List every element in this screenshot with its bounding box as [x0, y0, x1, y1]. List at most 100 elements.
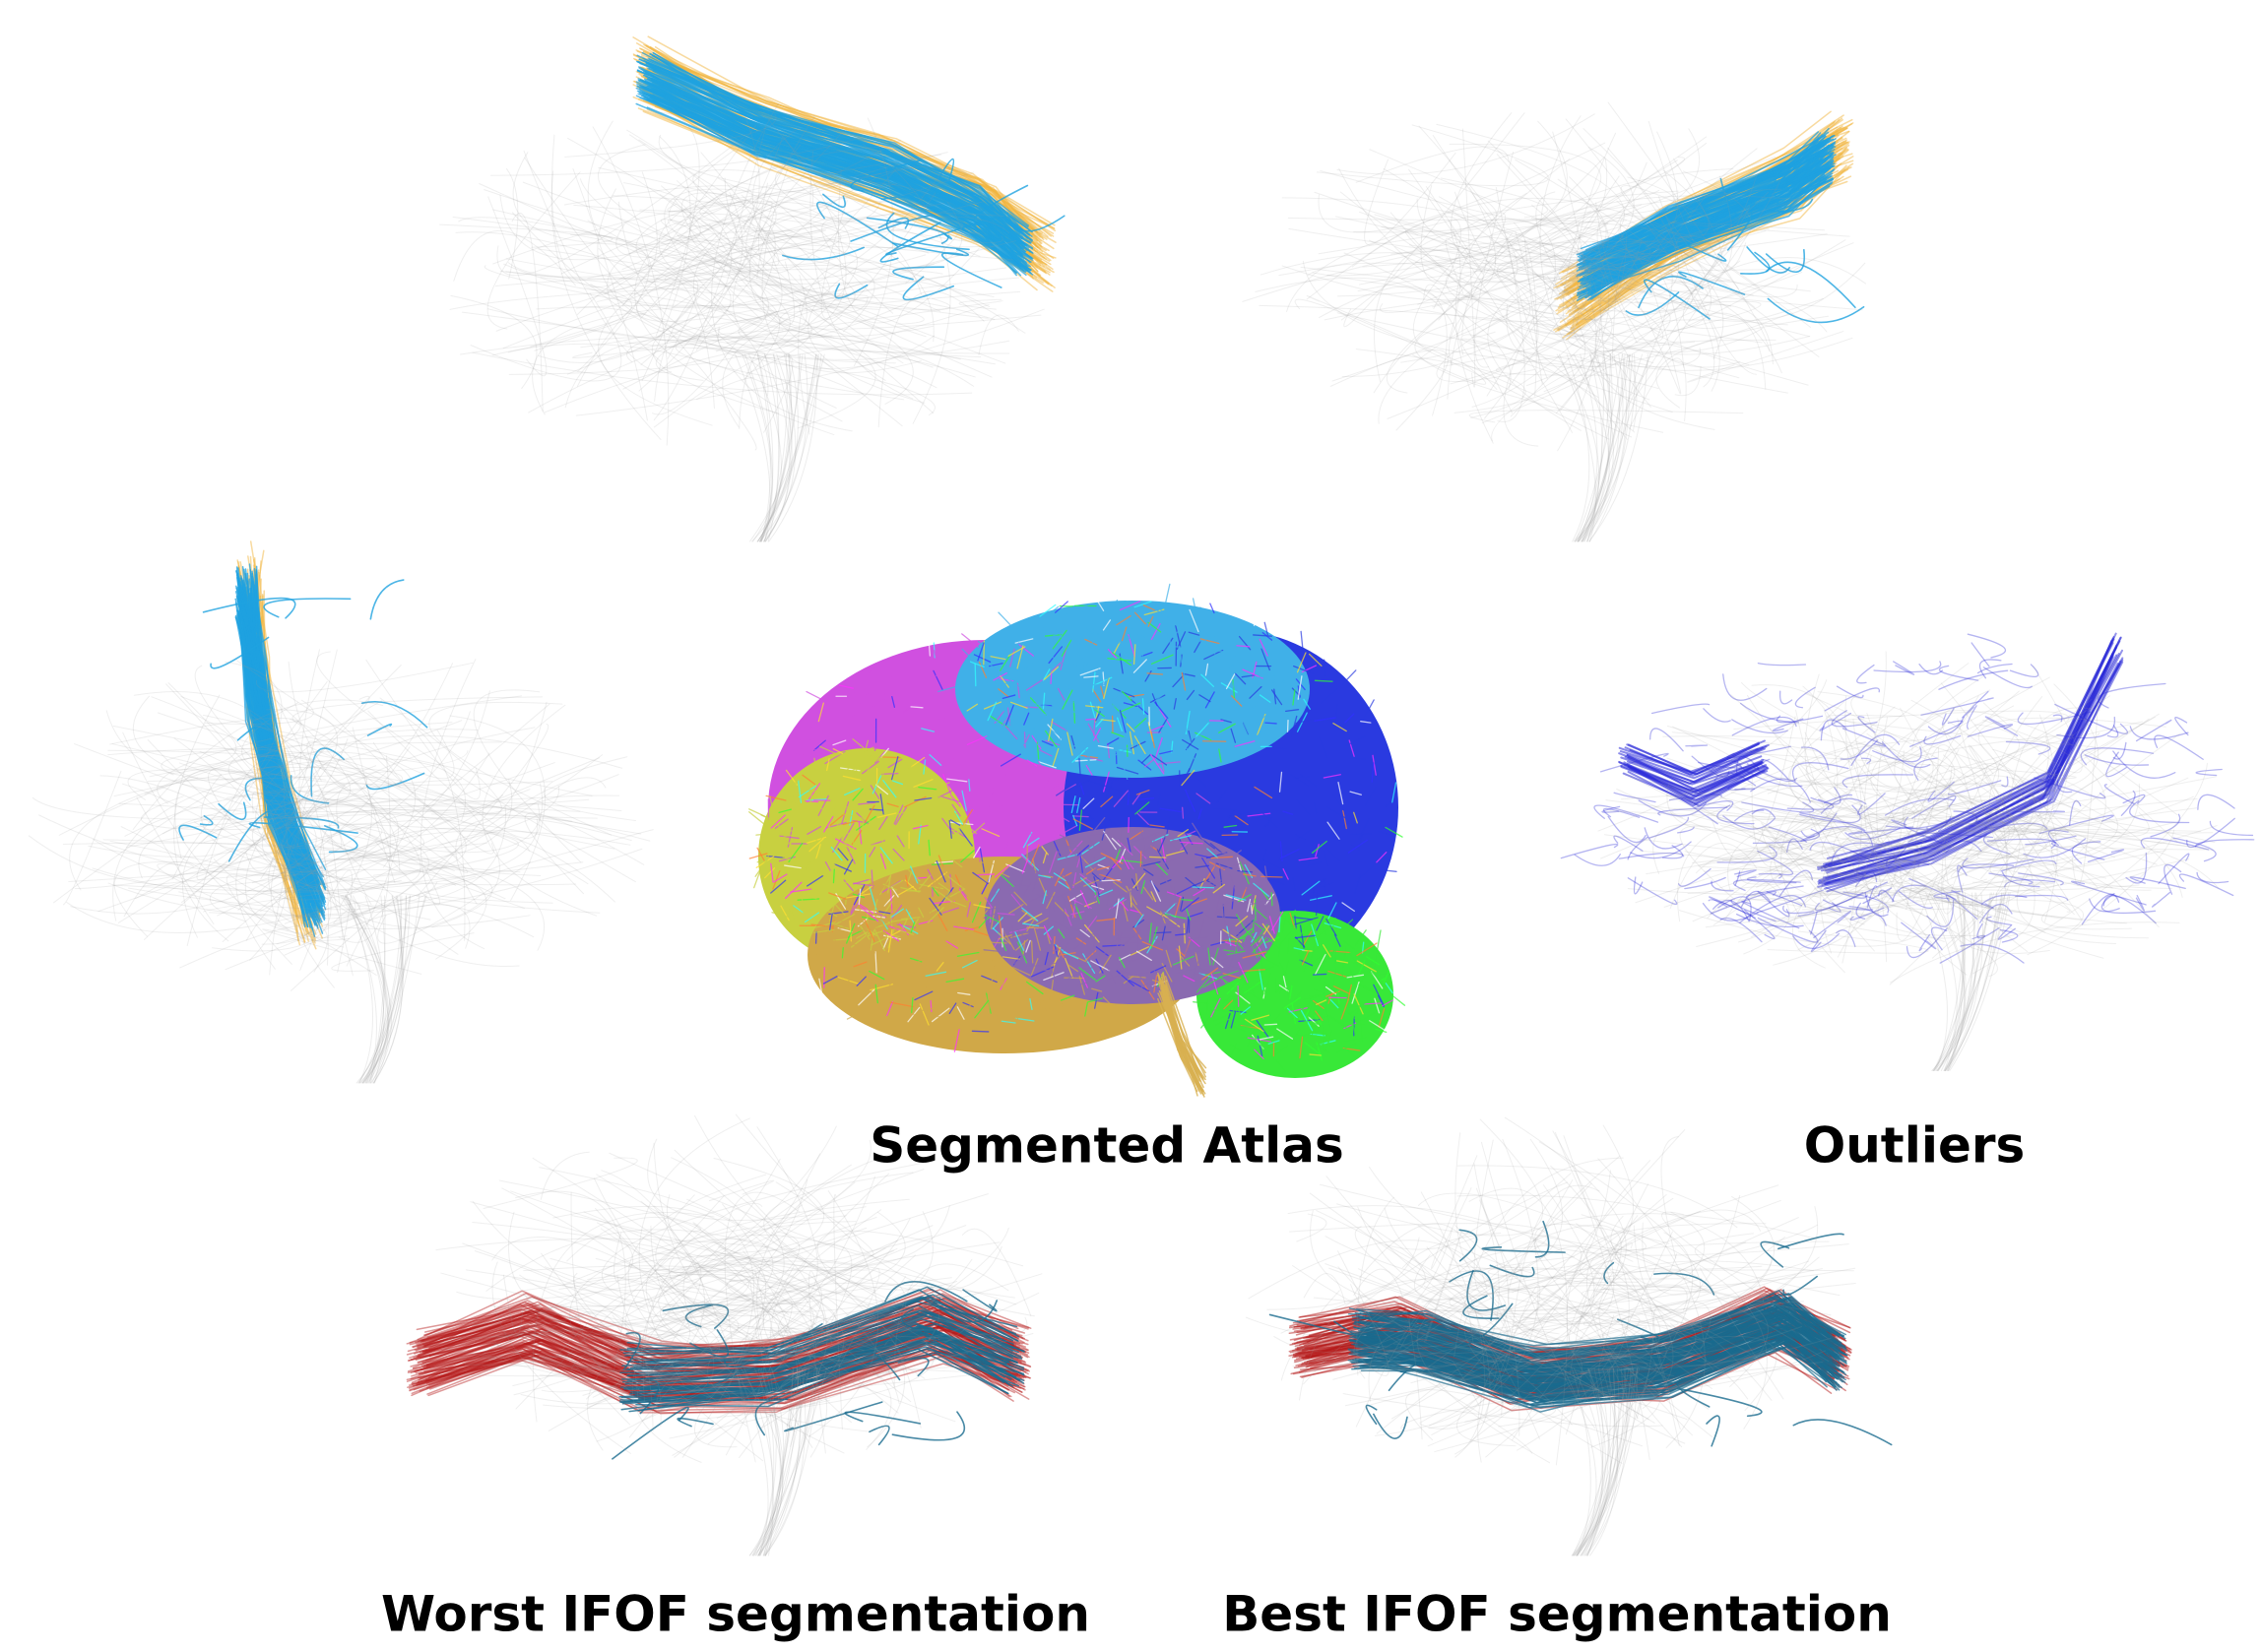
- fiber: [1931, 748, 2049, 959]
- fiber: [1401, 157, 1685, 280]
- fiber: [1960, 943, 2025, 964]
- fiber: [147, 738, 520, 968]
- fiber: [696, 377, 754, 401]
- fiber: [1182, 806, 1185, 819]
- fiber: [1573, 353, 1612, 542]
- fiber: [1627, 877, 1678, 905]
- fiber: [683, 1338, 935, 1422]
- fiber: [1108, 778, 1129, 781]
- fiber: [92, 838, 402, 893]
- fiber: [505, 194, 751, 286]
- fiber: [1740, 251, 1771, 275]
- fiber: [550, 170, 662, 440]
- fiber: [1376, 929, 1382, 954]
- fiber: [1992, 756, 2118, 872]
- fiber: [831, 1348, 901, 1381]
- fiber: [779, 1325, 849, 1389]
- fiber: [251, 779, 463, 891]
- fiber: [1556, 257, 1867, 414]
- fiber: [419, 730, 466, 941]
- fiber: [764, 1367, 820, 1557]
- fiber: [751, 1367, 785, 1557]
- fiber: [498, 1179, 702, 1233]
- fiber: [838, 169, 980, 324]
- fiber: [2197, 794, 2235, 810]
- fiber: [241, 702, 553, 786]
- fiber: [1791, 762, 1849, 783]
- fiber: [622, 311, 778, 390]
- fiber: [1780, 733, 2074, 974]
- fiber: [536, 304, 812, 375]
- fiber: [1721, 796, 2042, 861]
- fiber: [1625, 709, 1839, 833]
- fiber: [1947, 892, 1964, 1071]
- fiber: [1312, 257, 1694, 312]
- fiber: [885, 212, 970, 251]
- fiber: [758, 1367, 784, 1557]
- fiber: [1938, 665, 1979, 681]
- fiber: [763, 353, 791, 542]
- fiber: [2003, 879, 2056, 888]
- fiber: [288, 661, 619, 819]
- fiber: [1850, 733, 1901, 767]
- fiber: [612, 195, 935, 343]
- fiber: [546, 1309, 654, 1431]
- fiber: [821, 217, 981, 314]
- fiber: [523, 150, 673, 374]
- fiber: [1908, 877, 1957, 901]
- fiber: [2081, 748, 2178, 843]
- fiber: [235, 809, 573, 970]
- fiber: [763, 353, 804, 542]
- fiber: [1982, 834, 2011, 856]
- fiber: [1471, 196, 1707, 408]
- fiber: [2011, 778, 2160, 928]
- fiber: [1918, 892, 1948, 1071]
- fiber: [538, 134, 785, 363]
- fiber: [617, 201, 928, 346]
- fiber: [666, 1194, 883, 1353]
- fiber: [340, 895, 389, 1084]
- fiber: [878, 756, 881, 773]
- fiber: [326, 840, 525, 910]
- fiber: [165, 683, 322, 945]
- fiber: [1824, 636, 2115, 867]
- fiber-bundle: [618, 1286, 1025, 1413]
- fiber: [1302, 260, 1615, 368]
- fiber: [1616, 158, 1723, 267]
- fiber: [2071, 693, 2100, 886]
- fiber: [1860, 757, 1872, 765]
- fiber: [585, 1351, 811, 1456]
- fiber: [1933, 892, 1975, 1071]
- fiber: [899, 201, 963, 269]
- fiber: [564, 339, 865, 409]
- fiber: [763, 1367, 802, 1557]
- fiber: [1833, 663, 2015, 786]
- fiber: [758, 353, 788, 542]
- fiber: [616, 1269, 837, 1403]
- fiber: [303, 829, 654, 941]
- fiber: [1373, 211, 1591, 394]
- fiber: [1387, 191, 1770, 419]
- fiber: [1513, 222, 1537, 397]
- fiber: [1737, 713, 2160, 943]
- fiber: [596, 1265, 869, 1442]
- fiber: [1050, 672, 1053, 685]
- fiber: [1652, 824, 1842, 874]
- fiber: [1945, 840, 1982, 854]
- fiber: [1989, 764, 2218, 878]
- fiber: [1950, 764, 2121, 878]
- fiber: [490, 135, 865, 176]
- fiber: [815, 201, 899, 248]
- fiber: [735, 353, 771, 542]
- fiber: [338, 755, 391, 943]
- fiber: [1657, 170, 1752, 271]
- fiber: [869, 1425, 890, 1446]
- fiber: [636, 1294, 1019, 1364]
- fiber: [692, 1222, 912, 1403]
- fiber: [1314, 131, 1679, 259]
- fiber: [539, 1311, 982, 1384]
- fiber: [244, 777, 287, 801]
- fiber: [1576, 353, 1598, 542]
- fiber: [1893, 661, 1915, 675]
- fiber: [761, 167, 922, 374]
